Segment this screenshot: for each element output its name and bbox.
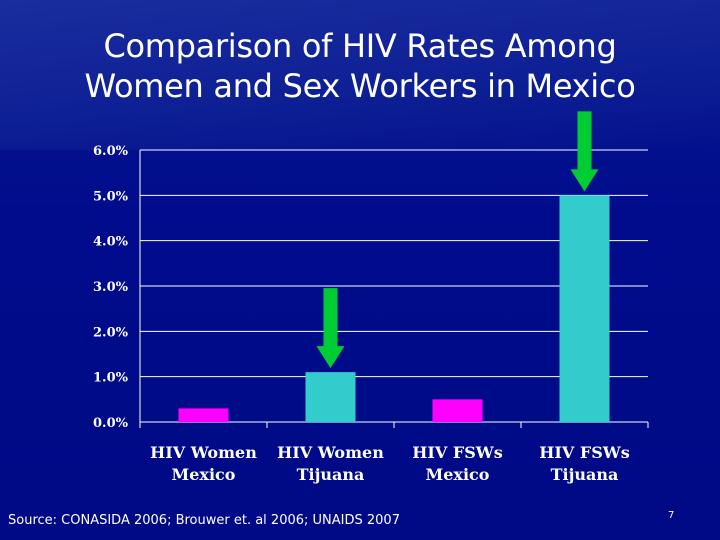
title-line-2: Women and Sex Workers in Mexico <box>84 67 636 105</box>
y-tick-label: 6.0% <box>93 144 129 159</box>
source-citation: Source: CONASIDA 2006; Brouwer et. al 20… <box>8 513 400 528</box>
arrow-shape <box>316 288 345 369</box>
y-tick-label: 5.0% <box>93 189 129 204</box>
highlight-arrow <box>570 111 599 192</box>
title-line-1: Comparison of HIV Rates Among <box>103 27 617 65</box>
x-category-label: HIV Women <box>150 443 257 462</box>
x-category-label: HIV FSWs <box>539 443 629 462</box>
arrow-shape <box>570 111 599 192</box>
y-tick-label: 4.0% <box>93 235 129 250</box>
bar <box>559 195 610 422</box>
x-category-label: Mexico <box>172 465 236 484</box>
x-category-label: Tijuana <box>551 465 619 484</box>
x-category-label: HIV Women <box>277 443 384 462</box>
title-band <box>0 0 720 150</box>
y-tick-label: 3.0% <box>93 280 129 295</box>
slide-title: Comparison of HIV Rates Among Women and … <box>20 26 700 106</box>
bar <box>178 408 229 422</box>
y-tick-label: 0.0% <box>93 416 129 431</box>
y-tick-label: 1.0% <box>93 371 129 386</box>
bar <box>305 372 356 422</box>
slide-number: 7 <box>668 510 675 521</box>
y-tick-label: 2.0% <box>93 325 129 340</box>
x-category-label: Mexico <box>426 465 490 484</box>
x-category-label: Tijuana <box>297 465 365 484</box>
bar <box>432 399 483 422</box>
x-category-label: HIV FSWs <box>412 443 502 462</box>
highlight-arrow <box>316 288 345 369</box>
